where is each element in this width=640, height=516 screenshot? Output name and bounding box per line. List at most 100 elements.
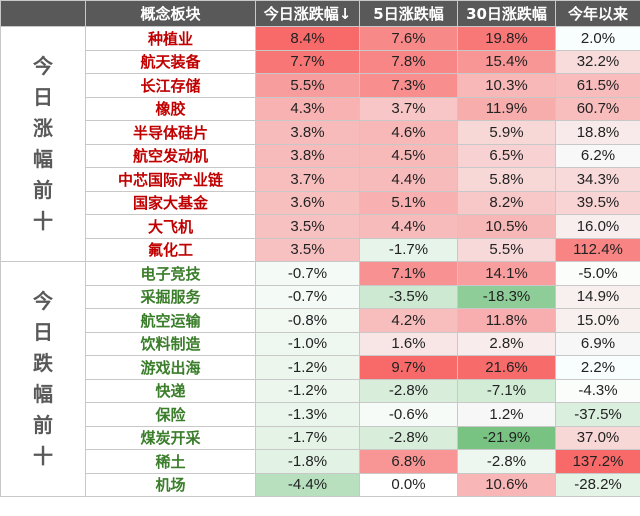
losers-group-label: 今日跌幅前十 (0, 261, 86, 497)
table-row[interactable]: 游戏出海 -1.2% 9.7% 21.6% 2.2% (1, 355, 640, 380)
cell-today: -1.2% (255, 378, 360, 403)
table-row[interactable]: 快递 -1.2% -2.8% -7.1% -4.3% (1, 378, 640, 403)
cell-d30: 21.6% (457, 355, 556, 380)
sector-name[interactable]: 氟化工 (85, 237, 256, 262)
table-row[interactable]: 航天装备 7.7% 7.8% 15.4% 32.2% (1, 49, 640, 74)
cell-today: 5.5% (255, 73, 360, 98)
cell-d5: 7.8% (359, 49, 458, 74)
cell-today: -1.8% (255, 449, 360, 474)
sector-name[interactable]: 煤炭开采 (85, 425, 256, 450)
cell-ytd: 37.0% (555, 425, 640, 450)
cell-ytd: -4.3% (555, 378, 640, 403)
table-row[interactable]: 长江存储 5.5% 7.3% 10.3% 61.5% (1, 73, 640, 98)
sector-name[interactable]: 饮料制造 (85, 331, 256, 356)
cell-today: 3.7% (255, 167, 360, 192)
table-row[interactable]: 保险 -1.3% -0.6% 1.2% -37.5% (1, 402, 640, 427)
gainers-group-label: 今日涨幅前十 (0, 26, 86, 262)
cell-ytd: 39.5% (555, 190, 640, 215)
cell-d30: 1.2% (457, 402, 556, 427)
cell-d5: 3.7% (359, 96, 458, 121)
cell-d30: 15.4% (457, 49, 556, 74)
table-row[interactable]: 国家大基金 3.6% 5.1% 8.2% 39.5% (1, 190, 640, 215)
header-5d-change[interactable]: 5日涨跌幅 (359, 0, 458, 27)
cell-d5: 0.0% (359, 472, 458, 497)
cell-d30: -18.3% (457, 284, 556, 309)
cell-today: 3.5% (255, 237, 360, 262)
cell-d5: 7.6% (359, 26, 458, 51)
cell-d30: 6.5% (457, 143, 556, 168)
cell-ytd: 137.2% (555, 449, 640, 474)
sector-name[interactable]: 航天装备 (85, 49, 256, 74)
cell-today: 3.5% (255, 214, 360, 239)
cell-d5: 4.5% (359, 143, 458, 168)
sector-name[interactable]: 稀土 (85, 449, 256, 474)
cell-d30: 11.8% (457, 308, 556, 333)
cell-ytd: 32.2% (555, 49, 640, 74)
table-row[interactable]: 半导体硅片 3.8% 4.6% 5.9% 18.8% (1, 120, 640, 145)
sector-performance-table: 概念板块 今日涨跌幅↓ 5日涨跌幅 30日涨跌幅 今年以来 今日涨幅前十种植业 8… (0, 0, 640, 497)
cell-today: 7.7% (255, 49, 360, 74)
table-body: 今日涨幅前十种植业 8.4% 7.6% 19.8% 2.0% 航天装备 7.7% 7.8% 15… (0, 26, 640, 497)
sector-name[interactable]: 中芯国际产业链 (85, 167, 256, 192)
cell-d5: -1.7% (359, 237, 458, 262)
sector-name[interactable]: 游戏出海 (85, 355, 256, 380)
cell-d30: 5.9% (457, 120, 556, 145)
header-sector: 概念板块 (85, 0, 256, 27)
table-row[interactable]: 饮料制造 -1.0% 1.6% 2.8% 6.9% (1, 331, 640, 356)
cell-ytd: 18.8% (555, 120, 640, 145)
sector-name[interactable]: 机场 (85, 472, 256, 497)
table-row[interactable]: 中芯国际产业链 3.7% 4.4% 5.8% 34.3% (1, 167, 640, 192)
table-row[interactable]: 今日涨幅前十种植业 8.4% 7.6% 19.8% 2.0% (0, 26, 640, 262)
cell-d30: -7.1% (457, 378, 556, 403)
sector-name[interactable]: 采掘服务 (85, 284, 256, 309)
sector-name[interactable]: 航空发动机 (85, 143, 256, 168)
cell-d30: 8.2% (457, 190, 556, 215)
cell-ytd: 2.2% (555, 355, 640, 380)
table-row[interactable]: 航空运输 -0.8% 4.2% 11.8% 15.0% (1, 308, 640, 333)
cell-d30: 5.5% (457, 237, 556, 262)
sector-name[interactable]: 橡胶 (85, 96, 256, 121)
cell-d5: 6.8% (359, 449, 458, 474)
cell-d30: 10.5% (457, 214, 556, 239)
cell-ytd: 61.5% (555, 73, 640, 98)
cell-d30: 2.8% (457, 331, 556, 356)
sector-name[interactable]: 国家大基金 (85, 190, 256, 215)
sector-name[interactable]: 半导体硅片 (85, 120, 256, 145)
table-row[interactable]: 大飞机 3.5% 4.4% 10.5% 16.0% (1, 214, 640, 239)
cell-today: 8.4% (255, 26, 360, 51)
cell-d5: 4.2% (359, 308, 458, 333)
cell-d5: 7.3% (359, 73, 458, 98)
cell-ytd: 2.0% (555, 26, 640, 51)
cell-d5: 7.1% (359, 261, 458, 286)
sector-name[interactable]: 大飞机 (85, 214, 256, 239)
table-row[interactable]: 采掘服务 -0.7% -3.5% -18.3% 14.9% (1, 284, 640, 309)
cell-today: -1.0% (255, 331, 360, 356)
cell-ytd: -28.2% (555, 472, 640, 497)
sector-name[interactable]: 种植业 (85, 26, 256, 51)
sector-name[interactable]: 长江存储 (85, 73, 256, 98)
table-row[interactable]: 橡胶 4.3% 3.7% 11.9% 60.7% (1, 96, 640, 121)
header-30d-change[interactable]: 30日涨跌幅 (457, 0, 556, 27)
table-row[interactable]: 航空发动机 3.8% 4.5% 6.5% 6.2% (1, 143, 640, 168)
cell-ytd: 6.2% (555, 143, 640, 168)
cell-today: -0.8% (255, 308, 360, 333)
sector-name[interactable]: 电子竞技 (85, 261, 256, 286)
table-row[interactable]: 煤炭开采 -1.7% -2.8% -21.9% 37.0% (1, 425, 640, 450)
header-today-change[interactable]: 今日涨跌幅↓ (255, 0, 360, 27)
table-row[interactable]: 今日跌幅前十电子竞技 -0.7% 7.1% 14.1% -5.0% (0, 261, 640, 497)
sector-name[interactable]: 保险 (85, 402, 256, 427)
cell-ytd: 15.0% (555, 308, 640, 333)
cell-today: -0.7% (255, 284, 360, 309)
header-ytd-change[interactable]: 今年以来 (555, 0, 640, 27)
cell-ytd: -37.5% (555, 402, 640, 427)
sector-name[interactable]: 快递 (85, 378, 256, 403)
cell-d5: 4.4% (359, 167, 458, 192)
cell-ytd: 6.9% (555, 331, 640, 356)
table-row[interactable]: 稀土 -1.8% 6.8% -2.8% 137.2% (1, 449, 640, 474)
cell-ytd: -5.0% (555, 261, 640, 286)
cell-d5: 4.4% (359, 214, 458, 239)
sector-name[interactable]: 航空运输 (85, 308, 256, 333)
table-row[interactable]: 氟化工 3.5% -1.7% 5.5% 112.4% (1, 237, 640, 262)
table-row[interactable]: 机场 -4.4% 0.0% 10.6% -28.2% (1, 472, 640, 497)
cell-ytd: 14.9% (555, 284, 640, 309)
